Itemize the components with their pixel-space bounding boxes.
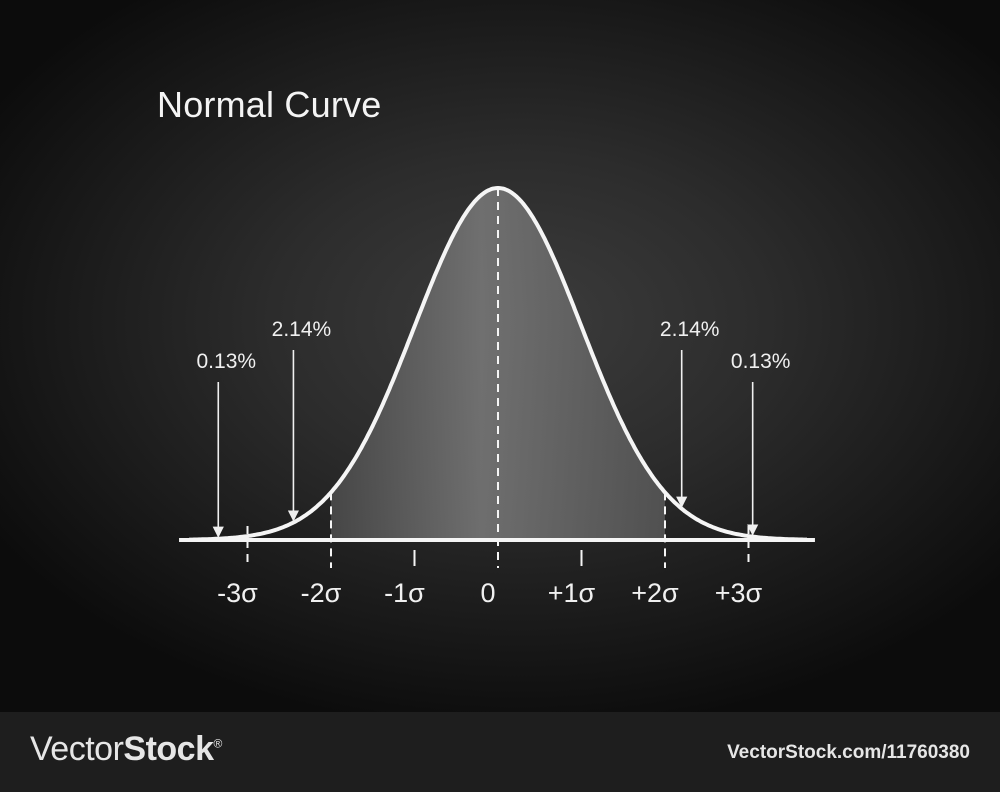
brand-bold: Stock <box>123 730 214 768</box>
tick-label: +2σ <box>631 578 679 608</box>
tick-label: 0 <box>480 578 495 608</box>
annotation-label: 2.14% <box>660 318 720 341</box>
tick-label: -1σ <box>384 578 425 608</box>
brand-mark: ® <box>213 736 222 751</box>
chart-title: Normal Curve <box>157 84 382 125</box>
brand-logo: VectorStock® <box>30 730 222 769</box>
tick-label: +1σ <box>548 578 596 608</box>
tick-label: -2σ <box>301 578 342 608</box>
normal-curve-line <box>188 186 808 542</box>
tick-label: -3σ <box>217 578 258 608</box>
annotation-label: 0.13% <box>731 350 791 373</box>
tick-label: +3σ <box>715 578 763 608</box>
annotation-label: 2.14% <box>272 318 332 341</box>
stock-id: VectorStock.com/11760380 <box>727 742 970 763</box>
watermark-footer: VectorStock® VectorStock.com/11760380 <box>0 712 1000 792</box>
annotation-label: 0.13% <box>197 350 257 373</box>
chalkboard-background: -3σ -2σ -1σ 0 +1σ +2σ +3σ 0.13% 2.14% 2.14% 0.13%… <box>0 0 1000 712</box>
brand-light: Vector <box>30 730 124 768</box>
normal-curve-chart: -3σ -2σ -1σ 0 +1σ +2σ +3σ 0.13% 2.14% 2.14% 0.13% <box>179 186 815 608</box>
